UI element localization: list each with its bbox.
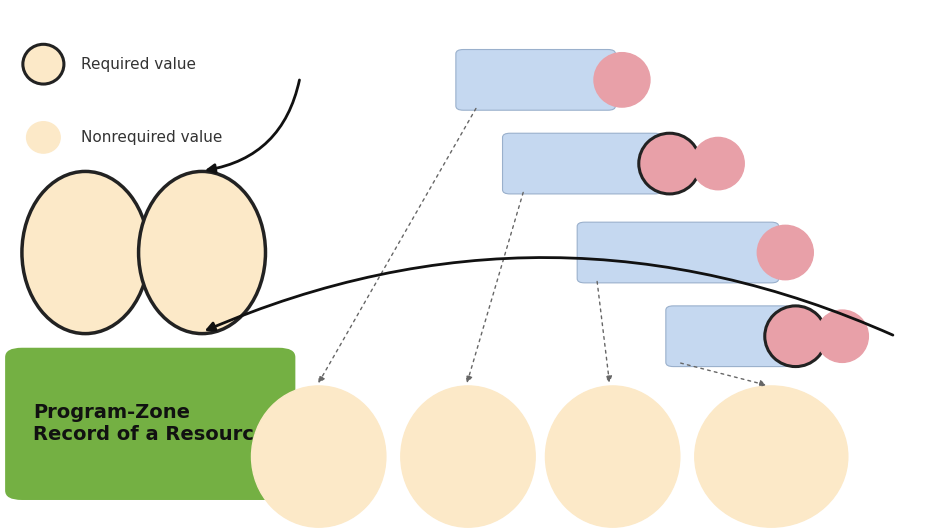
Ellipse shape xyxy=(757,225,813,280)
Text: Nonrequired value: Nonrequired value xyxy=(80,130,222,145)
Text: Theater
/Venue
/Location: Theater /Venue /Location xyxy=(586,435,639,478)
Ellipse shape xyxy=(638,133,700,194)
Ellipse shape xyxy=(546,386,680,527)
Ellipse shape xyxy=(26,122,60,153)
Ellipse shape xyxy=(594,53,650,107)
Ellipse shape xyxy=(816,310,869,362)
FancyBboxPatch shape xyxy=(503,133,662,194)
Text: Required value: Required value xyxy=(80,56,196,72)
Text: Program
/Series Title: Program /Series Title xyxy=(433,442,503,470)
Text: Screening
Details
/Description
/Related Films: Screening Details /Description /Related … xyxy=(732,434,811,479)
Ellipse shape xyxy=(22,44,64,84)
Text: Programmer
/Organization: Programmer /Organization xyxy=(279,442,358,470)
Ellipse shape xyxy=(692,137,744,190)
Ellipse shape xyxy=(695,386,848,527)
Ellipse shape xyxy=(401,386,535,527)
Text: Link/Source: Link/Source xyxy=(49,246,122,259)
Ellipse shape xyxy=(22,172,149,334)
FancyBboxPatch shape xyxy=(5,348,296,500)
FancyBboxPatch shape xyxy=(665,306,791,366)
Text: Program-Zone
Record of a Resource: Program-Zone Record of a Resource xyxy=(33,403,268,445)
Text: Date
Information: Date Information xyxy=(166,239,238,267)
Ellipse shape xyxy=(252,386,386,527)
FancyBboxPatch shape xyxy=(578,222,779,283)
Ellipse shape xyxy=(139,172,266,334)
Ellipse shape xyxy=(765,306,826,366)
FancyBboxPatch shape xyxy=(456,50,616,110)
